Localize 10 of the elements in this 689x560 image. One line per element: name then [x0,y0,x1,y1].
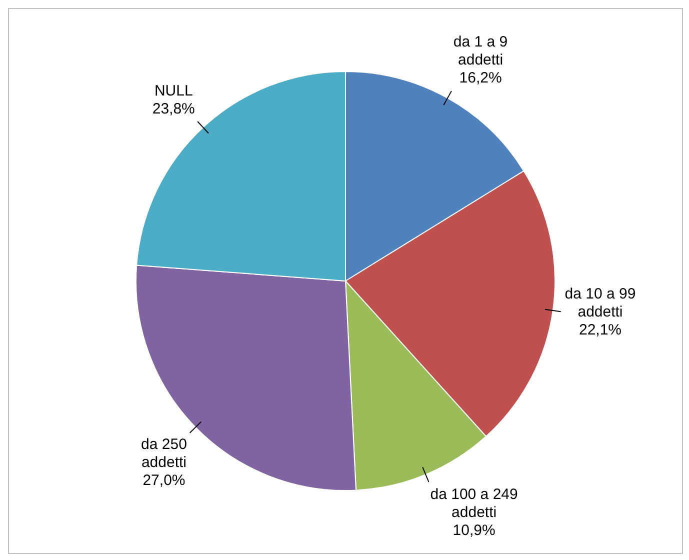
data-label: 10,9% [452,522,496,539]
slice-label: da 100 a 249 addetti [430,486,518,521]
data-label: 22,1% [578,321,622,338]
slice-label: da 1 a 9 addetti [453,34,508,69]
slice-label: da 10 a 99 addetti [564,285,636,320]
data-label: 23,8% [152,100,195,118]
data-label: 16,2% [459,70,502,87]
slice-label: NULL [154,82,193,100]
slice-label: da 250 addetti [141,436,187,471]
data-label: 27,0% [142,472,186,489]
